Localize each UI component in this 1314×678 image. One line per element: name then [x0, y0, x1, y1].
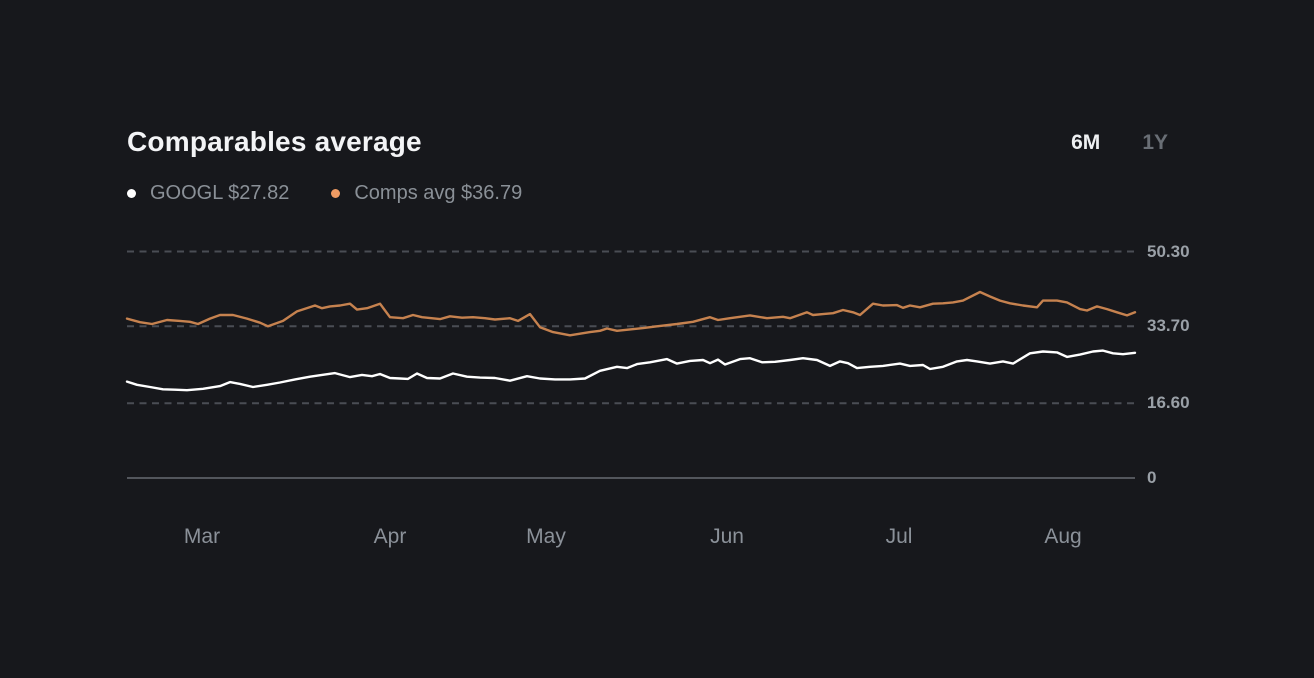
range-selector: 6M 1Y: [1071, 131, 1168, 155]
y-axis-tick-33-70: 33.70: [1147, 316, 1190, 336]
x-axis-tick-apr: Apr: [373, 525, 407, 548]
legend-item-comps-avg: Comps avg $36.79: [331, 182, 522, 205]
legend-googl-label: GOOGL $27.82: [150, 182, 290, 204]
x-axis-tick-aug: Aug: [1044, 525, 1082, 548]
comps-avg-series-dot-icon: [331, 189, 341, 198]
legend-comps-avg-label: Comps avg $36.79: [354, 182, 523, 204]
range-6m-button[interactable]: 6M: [1071, 131, 1101, 154]
comparison-line-chart[interactable]: [125, 238, 1137, 479]
x-axis-tick-may: May: [526, 525, 566, 548]
x-axis-tick-jul: Jul: [885, 525, 913, 548]
y-axis-tick-16-60: 16.60: [1147, 393, 1190, 413]
googl-series-dot-icon: [127, 189, 136, 198]
legend-item-googl: GOOGL $27.82: [127, 182, 289, 205]
page-title: Comparables average: [127, 126, 422, 157]
chart-plot-area[interactable]: [125, 238, 1137, 479]
chart-legend: GOOGL $27.82 Comps avg $36.79: [127, 182, 522, 205]
x-axis-tick-mar: Mar: [183, 525, 221, 548]
x-axis-tick-jun: Jun: [710, 525, 744, 548]
range-1y-button[interactable]: 1Y: [1142, 131, 1168, 154]
y-axis-tick-0: 0: [1147, 468, 1157, 487]
y-axis-tick-50-30: 50.30: [1147, 241, 1190, 261]
